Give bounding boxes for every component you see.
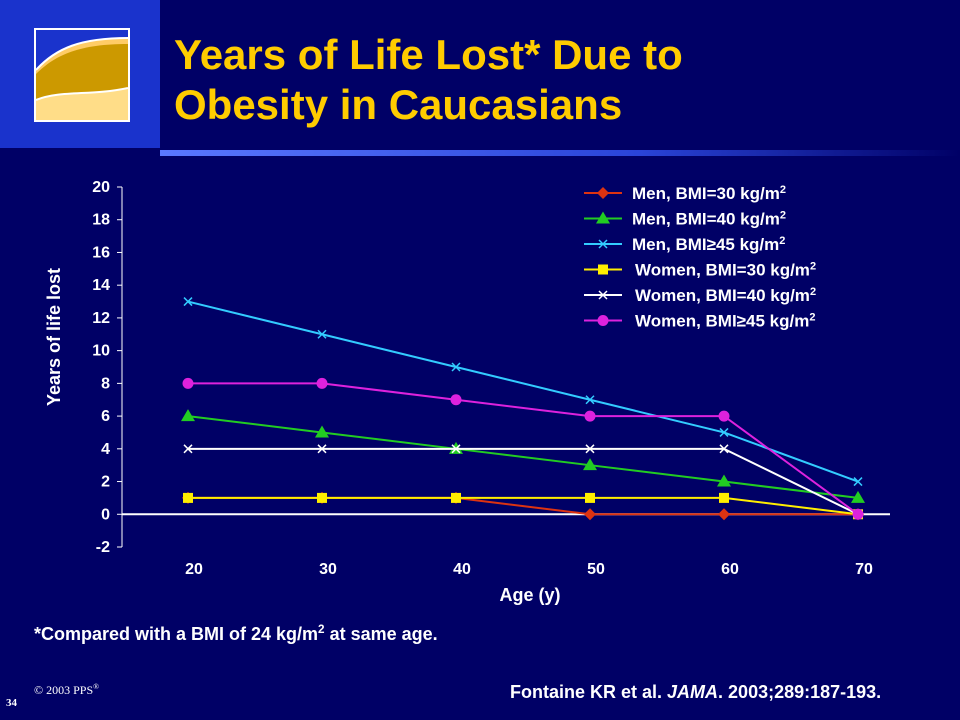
y-tick-label: 2 [101, 474, 110, 491]
y-tick-label: 12 [92, 310, 110, 327]
series-4-point [183, 492, 193, 503]
series-6-point [852, 508, 864, 520]
legend-label-superscript: 2 [810, 286, 816, 298]
x-tick-label: 50 [587, 561, 605, 578]
x-tick-label: 70 [855, 561, 873, 578]
series-5-point [317, 444, 327, 454]
y-axis-title: Years of life lost [44, 268, 64, 406]
series-line-5 [188, 447, 859, 516]
series-3-point [183, 297, 193, 307]
series-2-point [181, 409, 195, 422]
series-3-point [719, 427, 729, 437]
legend-marker [598, 290, 608, 300]
y-tick-label: 10 [92, 343, 110, 360]
footnote-text: *Compared with a BMI of 24 kg/m [34, 624, 319, 644]
series-4-point [585, 492, 595, 503]
y-tick-label: 8 [101, 375, 110, 392]
title-line-1: Years of Life Lost* Due to [174, 31, 683, 78]
series-line-6 [188, 382, 859, 516]
legend-label: Men, BMI≥45 kg/m2 [632, 235, 785, 254]
series-4-point [451, 492, 461, 503]
footnote: *Compared with a BMI of 24 kg/m2 at same… [34, 624, 438, 645]
footnote-superscript: 2 [318, 623, 325, 636]
series-2-point [583, 458, 597, 471]
y-tick-label: 0 [101, 506, 110, 523]
copyright: © 2003 PPS® [34, 683, 99, 698]
series-6-point [316, 377, 328, 389]
title-line-2: Obesity in Caucasians [174, 81, 623, 128]
series-1-point [718, 508, 730, 521]
legend-label-superscript: 2 [780, 210, 786, 222]
series-line-3 [187, 300, 859, 483]
legend-label: Women, BMI≥45 kg/m2 [635, 312, 815, 331]
x-axis-title: Age (y) [499, 585, 560, 605]
series-3-point [451, 362, 461, 372]
citation: Fontaine KR et al. JAMA. 2003;289:187-19… [510, 682, 881, 703]
series-3-point [853, 477, 863, 487]
series-1-point [584, 508, 596, 521]
series-4-point [317, 492, 327, 503]
series-line-1 [188, 496, 858, 516]
x-tick-label: 40 [453, 561, 471, 578]
x-tick-label: 30 [319, 561, 337, 578]
pps-logo-icon [34, 28, 130, 122]
citation-details: . 2003;289:187-193. [718, 682, 882, 702]
series-2-point [717, 474, 731, 487]
legend-marker [596, 211, 610, 224]
copyright-text: © 2003 PPS [34, 683, 94, 697]
series-line-2 [187, 415, 859, 499]
citation-authors: Fontaine KR et al. [510, 682, 668, 702]
legend-marker [597, 315, 609, 326]
legend-label: Men, BMI=30 kg/m2 [632, 184, 786, 203]
header-divider [160, 150, 960, 156]
series-line-4 [188, 496, 859, 516]
y-tick-label: 6 [101, 408, 110, 425]
y-tick-label: 4 [101, 441, 110, 458]
series-6-point [182, 377, 194, 389]
y-tick-label: 20 [92, 179, 110, 196]
legend-label-superscript: 2 [809, 312, 815, 324]
slide-title: Years of Life Lost* Due to Obesity in Ca… [174, 30, 934, 130]
legend-label-superscript: 2 [810, 261, 816, 273]
legend-label: Women, BMI=40 kg/m2 [635, 286, 816, 305]
series-6-point [718, 410, 730, 422]
series-2-point [315, 425, 329, 438]
series-5-point [451, 444, 461, 454]
years-of-life-lost-chart: -2 0 2 4 6 8 10 12 14 16 18 20 20 30 40 50 60 70 Age (y) Ye… [44, 179, 890, 605]
footnote-text-end: at same age. [324, 624, 438, 644]
legend-label: Men, BMI=40 kg/m2 [632, 210, 786, 229]
legend-label-superscript: 2 [779, 235, 785, 247]
x-tick-label: 20 [185, 561, 203, 578]
series-2-point [851, 490, 865, 503]
series-6-point [450, 394, 462, 406]
series-4-point [719, 492, 729, 503]
slide-number: 34 [6, 697, 17, 709]
y-tick-label: 14 [92, 277, 110, 294]
legend-label-superscript: 2 [780, 184, 786, 196]
citation-journal: JAMA [667, 682, 719, 702]
y-tick-label: 16 [92, 244, 110, 261]
y-tick-label: 18 [92, 212, 110, 229]
series-5-point [183, 444, 193, 454]
series-6-point [584, 410, 596, 422]
series-5-point [585, 444, 595, 454]
legend-label: Women, BMI=30 kg/m2 [635, 261, 816, 280]
x-tick-label: 60 [721, 561, 739, 578]
legend-marker [598, 264, 608, 275]
series-3-point [317, 329, 327, 339]
series-5-point [719, 444, 729, 454]
registered-mark: ® [93, 682, 100, 691]
header-band: Years of Life Lost* Due to Obesity in Ca… [0, 0, 960, 148]
legend-marker [598, 239, 608, 249]
legend-marker [597, 187, 609, 199]
series-3-point [585, 395, 595, 405]
y-tick-label: -2 [96, 539, 110, 556]
